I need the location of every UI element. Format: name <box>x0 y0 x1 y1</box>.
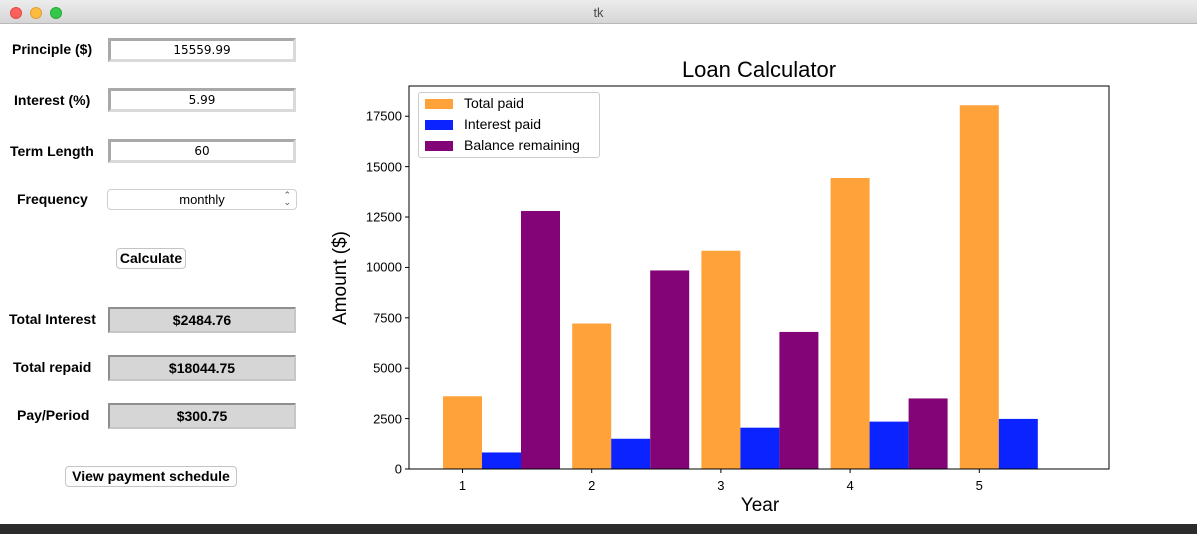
y-tick-label: 7500 <box>373 310 402 326</box>
chevron-updown-icon: ⌃ ⌄ <box>283 190 291 207</box>
chart-x-axis-label: Year <box>740 495 780 516</box>
close-window-icon[interactable] <box>10 7 22 19</box>
y-tick-label: 10000 <box>365 259 402 275</box>
bar-interest-paid <box>998 418 1038 469</box>
pay-period-output: $300.75 <box>108 403 296 429</box>
bar-total-paid <box>572 323 612 469</box>
legend-label: Balance remaining <box>464 137 580 153</box>
y-tick-label: 12500 <box>365 209 402 225</box>
frequency-value: monthly <box>179 192 225 207</box>
total-interest-label: Total Interest <box>9 311 96 327</box>
bar-interest-paid <box>611 438 651 469</box>
bar-total-paid <box>959 105 999 469</box>
bar-total-paid <box>443 396 482 469</box>
bar-interest-paid <box>482 452 521 469</box>
title-bar: tk <box>0 0 1197 24</box>
x-tick-label: 1 <box>458 478 467 493</box>
bar-total-paid <box>701 250 741 469</box>
y-tick-label: 2500 <box>373 411 402 427</box>
bar-balance-remaining <box>650 270 690 469</box>
term-length-label: Term Length <box>10 143 94 159</box>
bar-balance-remaining <box>521 210 560 469</box>
y-tick-label: 0 <box>394 461 402 477</box>
plot-frame <box>408 85 1110 470</box>
bar-interest-paid <box>740 427 780 469</box>
y-tick-label: 5000 <box>373 360 402 376</box>
term-length-input[interactable]: 60 <box>108 139 296 163</box>
legend-label: Total paid <box>464 95 524 111</box>
legend-swatch <box>425 141 453 151</box>
desktop-strip <box>0 524 1197 534</box>
x-tick-label: 2 <box>588 478 596 493</box>
x-tick-label: 5 <box>975 478 983 493</box>
interest-input[interactable]: 5.99 <box>108 88 296 112</box>
total-interest-output: $2484.76 <box>108 307 296 333</box>
view-payment-schedule-button[interactable]: View payment schedule <box>65 466 237 487</box>
bar-interest-paid <box>869 421 909 469</box>
interest-label: Interest (%) <box>14 92 91 108</box>
bar-total-paid <box>830 178 870 470</box>
chart-legend: Total paid Interest paid Balance remaini… <box>418 92 600 158</box>
legend-swatch <box>425 99 453 109</box>
maximize-window-icon[interactable] <box>50 7 62 19</box>
y-tick-label: 15000 <box>365 159 402 175</box>
y-tick-label: 17500 <box>365 108 402 124</box>
principal-input[interactable]: 15559.99 <box>108 38 296 62</box>
total-repaid-label: Total repaid <box>13 359 92 375</box>
frequency-select[interactable]: monthly ⌃ ⌄ <box>107 189 297 210</box>
calculate-button[interactable]: Calculate <box>116 248 186 269</box>
pay-period-label: Pay/Period <box>17 407 90 423</box>
minimize-window-icon[interactable] <box>30 7 42 19</box>
total-repaid-output: $18044.75 <box>108 355 296 381</box>
bar-balance-remaining <box>779 331 819 469</box>
legend-swatch <box>425 120 453 130</box>
legend-label: Interest paid <box>464 116 542 132</box>
frequency-label: Frequency <box>17 191 88 207</box>
principal-label: Principle ($) <box>12 41 93 57</box>
bar-balance-remaining <box>908 398 948 469</box>
chart-title: Loan Calculator <box>681 57 837 82</box>
x-tick-label: 4 <box>846 478 854 493</box>
x-tick-label: 3 <box>717 478 725 493</box>
window-title: tk <box>593 5 604 20</box>
